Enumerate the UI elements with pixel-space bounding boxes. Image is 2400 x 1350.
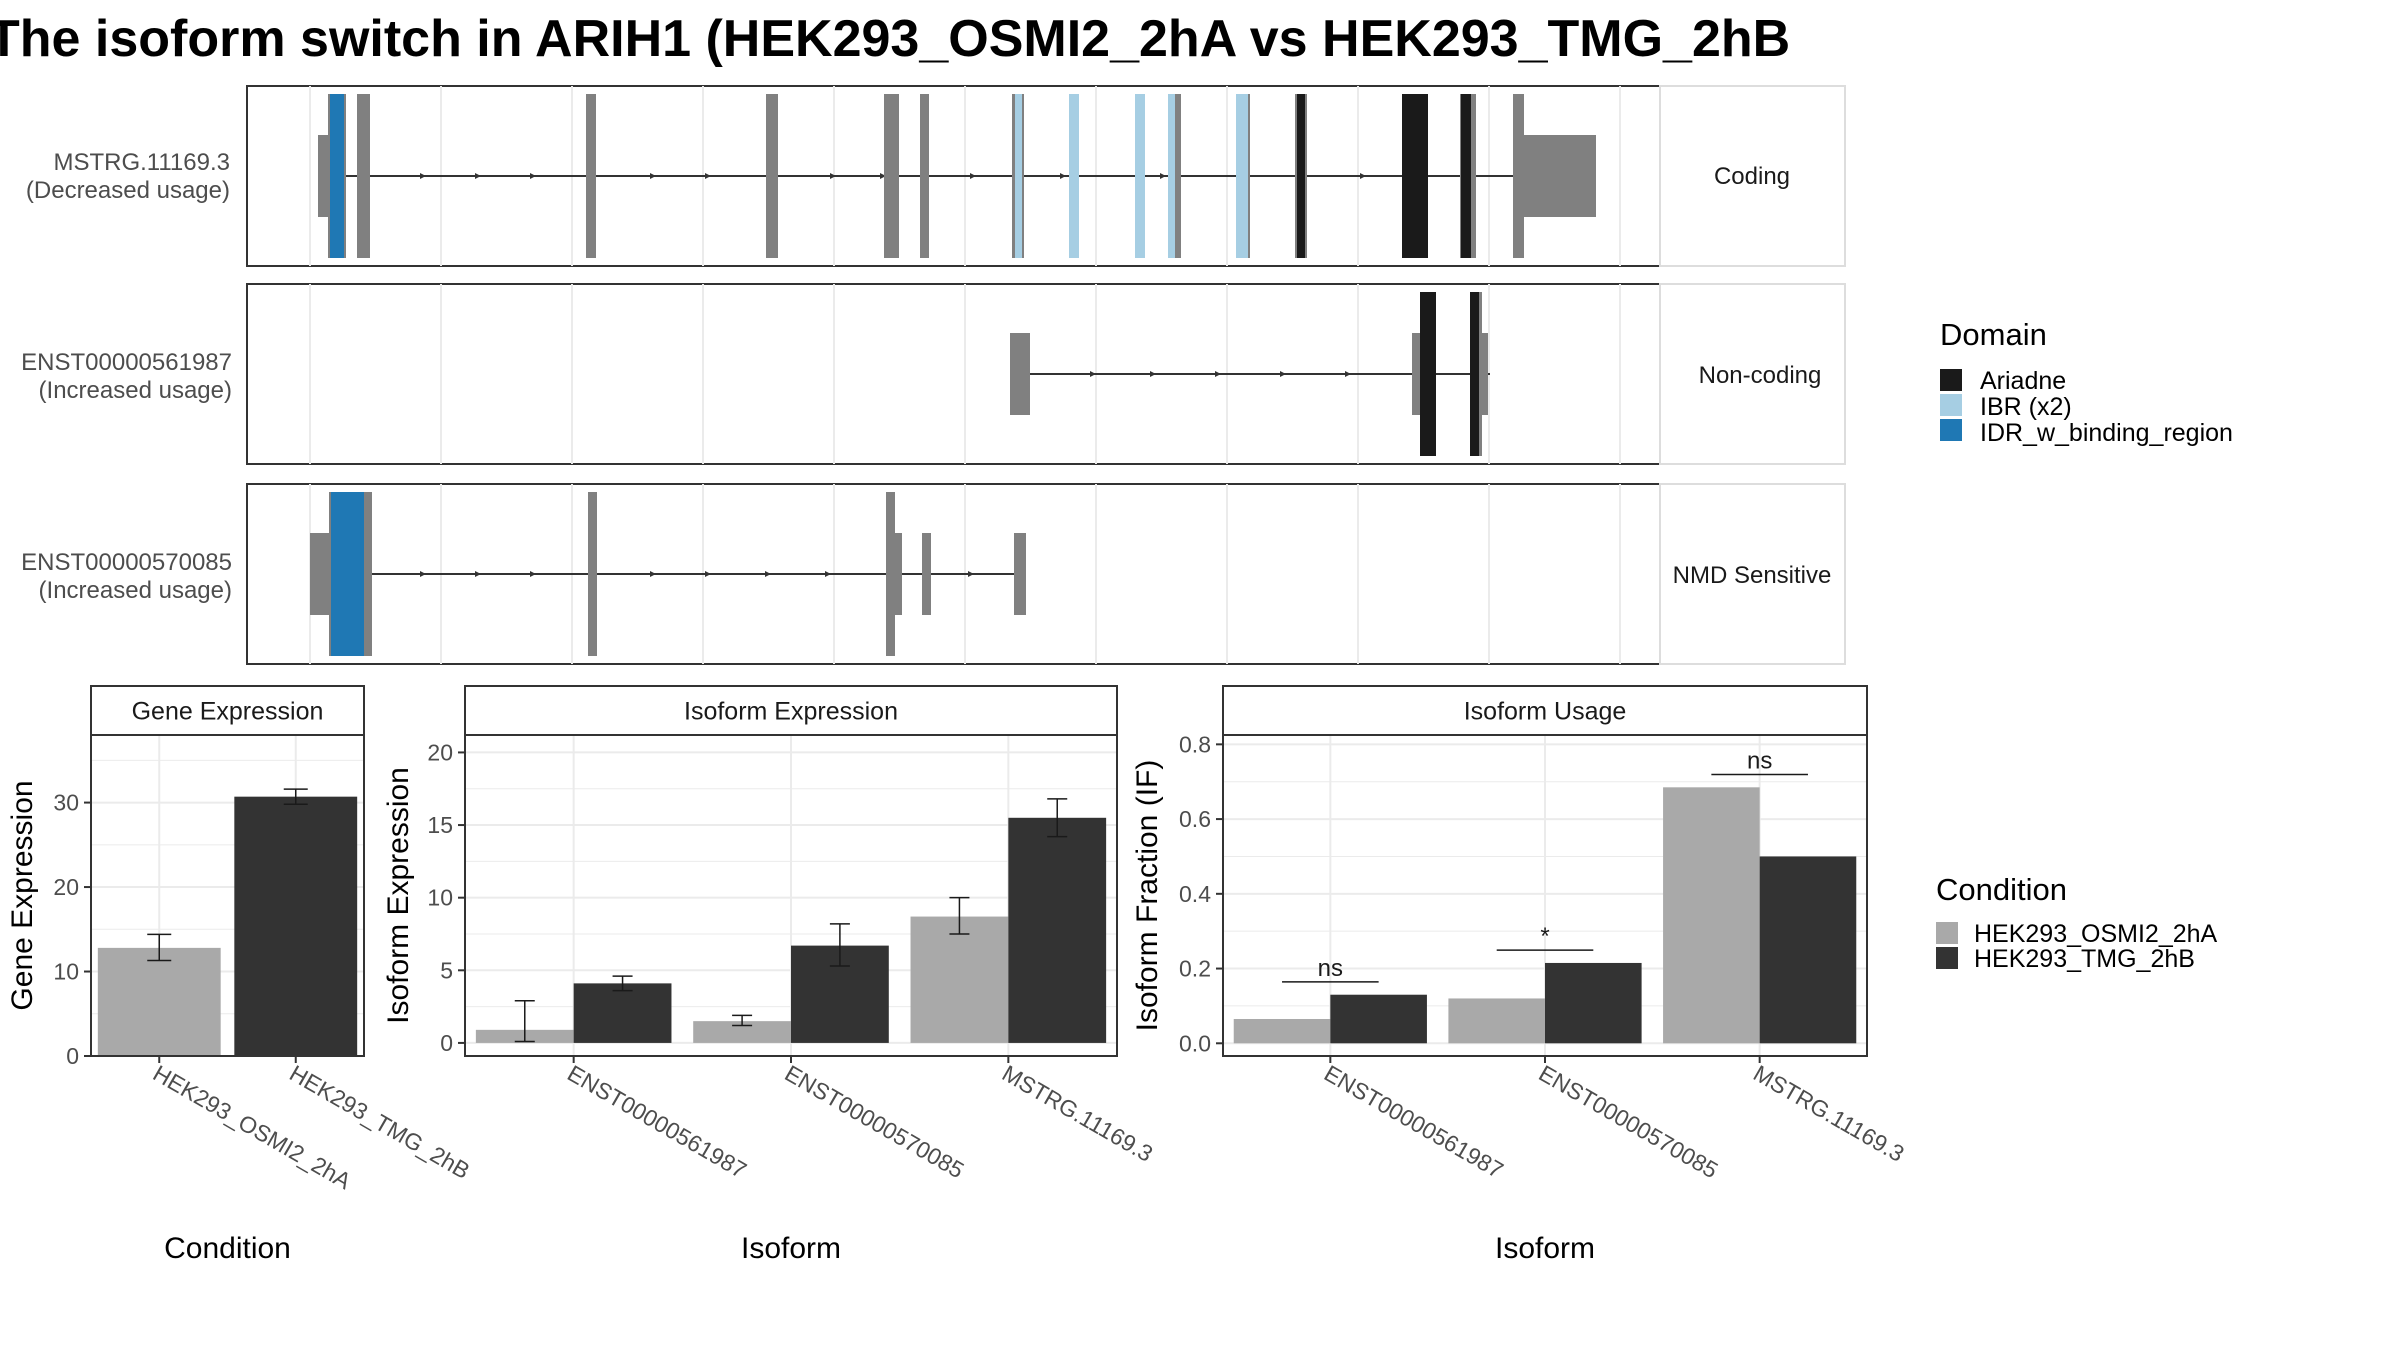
y-tick-label: 5 xyxy=(440,957,453,983)
bar-hek293_osmi2_2ha xyxy=(97,947,221,1056)
domain-ariadne-block xyxy=(1297,94,1305,258)
panel-title: Isoform Usage xyxy=(1464,698,1627,726)
legend-swatch-osmi2 xyxy=(1936,922,1958,944)
structure-row-enst00000561987: Non-coding ENST00000561987 (Increased us… xyxy=(21,283,1846,465)
domain-ibr-block xyxy=(1015,94,1022,258)
significance-label: * xyxy=(1540,923,1549,950)
significance-label: ns xyxy=(1747,747,1772,774)
panel-title: Isoform Expression xyxy=(684,698,898,726)
y-tick-label: 0.4 xyxy=(1179,881,1211,907)
y-axis-title: Gene Expression xyxy=(6,780,39,1010)
isoform-id-label: ENST00000570085 xyxy=(21,549,232,576)
legend-swatch-idr xyxy=(1940,419,1962,441)
x-tick-label: ENST00000570085 xyxy=(1535,1060,1723,1184)
bar-hek293_osmi2_2ha-enst00000570085 xyxy=(1448,998,1545,1044)
panel-strip xyxy=(464,685,1118,736)
bar-hek293_osmi2_2ha-mstrg.11169.3 xyxy=(910,916,1009,1043)
bar-hek293_tmg_2hb xyxy=(234,796,358,1056)
isoform-usage-chart: Isoform Usage ns * ns 0.0 0.2 0.4 0.6 0.8 ENST000… xyxy=(1131,685,1909,1265)
condition-legend: Condition HEK293_OSMI2_2hA HEK293_TMG_2h… xyxy=(1936,872,2218,973)
bar-hek293_osmi2_2ha-enst00000561987 xyxy=(1233,1019,1331,1044)
y-tick-label: 0.6 xyxy=(1179,806,1211,832)
bar-hek293_tmg_2hb-enst00000561987 xyxy=(1330,994,1427,1044)
y-tick-label: 0.2 xyxy=(1179,956,1211,982)
structure-row-enst00000570085: NMD Sensitive ENST00000570085 (Increased… xyxy=(21,483,1846,665)
x-tick-label: MSTRG.11169.3 xyxy=(1749,1060,1909,1167)
panel-title: Gene Expression xyxy=(132,698,324,726)
x-axis-title: Condition xyxy=(164,1232,291,1265)
isoform-usage-label: (Decreased usage) xyxy=(26,177,230,204)
isoform-id-label: MSTRG.11169.3 xyxy=(53,149,230,176)
domain-ibr-block xyxy=(1135,94,1145,258)
panel-strip xyxy=(90,685,365,736)
domain-idr-block xyxy=(331,492,364,656)
y-axis-title: Isoform Expression xyxy=(382,767,415,1024)
strip-label-coding: Coding xyxy=(1714,163,1790,190)
y-tick-label: 20 xyxy=(427,739,453,765)
strip-box xyxy=(1659,85,1846,267)
strip-label-non-coding: Non-coding xyxy=(1699,362,1822,389)
domain-idr-block xyxy=(330,94,344,258)
y-tick-label: 30 xyxy=(53,790,79,816)
strip-box xyxy=(1659,483,1846,665)
bar-hek293_osmi2_2ha-mstrg.11169.3 xyxy=(1663,787,1760,1044)
domain-legend-title: Domain xyxy=(1940,317,2047,352)
legend-label-idr: IDR_w_binding_region xyxy=(1980,419,2233,447)
x-tick-label: ENST00000570085 xyxy=(781,1060,969,1184)
intron-arrows xyxy=(420,173,1366,179)
condition-legend-title: Condition xyxy=(1936,872,2067,907)
bar-hek293_osmi2_2ha-enst00000570085 xyxy=(693,1021,791,1043)
intron-arrows xyxy=(420,571,974,577)
strip-label-nmd-sensitive: NMD Sensitive xyxy=(1673,562,1832,589)
legend-swatch-ariadne xyxy=(1940,369,1962,391)
structure-row-mstrg-11169-3: Coding MSTRG.11169.3 (Decreased usage) xyxy=(26,85,1846,267)
x-tick-label: MSTRG.11169.3 xyxy=(998,1060,1158,1167)
y-tick-label: 0 xyxy=(66,1043,79,1069)
y-tick-label: 10 xyxy=(53,959,79,985)
intron-arrows xyxy=(1090,371,1351,377)
exons xyxy=(318,94,1596,258)
bar-hek293_tmg_2hb-mstrg.11169.3 xyxy=(1759,856,1857,1044)
isoform-id-label: ENST00000561987 xyxy=(21,349,232,376)
y-tick-label: 20 xyxy=(53,874,79,900)
legend-label-osmi2: HEK293_OSMI2_2hA xyxy=(1974,920,2218,948)
x-tick-label: ENST00000561987 xyxy=(1320,1060,1508,1184)
y-tick-label: 15 xyxy=(427,812,453,838)
isoform-usage-label: (Increased usage) xyxy=(39,577,232,604)
legend-swatch-ibr xyxy=(1940,394,1962,416)
y-tick-label: 0.8 xyxy=(1179,731,1211,757)
strip-box xyxy=(1659,283,1846,465)
legend-swatch-tmg xyxy=(1936,947,1958,969)
domain-ibr-block xyxy=(1069,94,1079,258)
exons xyxy=(310,492,1026,656)
structure-panels: Coding MSTRG.11169.3 (Decreased usage) xyxy=(21,85,1846,665)
domain-ariadne-block xyxy=(1461,94,1471,258)
legend-label-tmg: HEK293_TMG_2hB xyxy=(1974,945,2195,973)
bar-hek293_tmg_2hb-enst00000561987 xyxy=(573,983,672,1043)
legend-label-ibr: IBR (x2) xyxy=(1980,393,2072,421)
domain-legend: Domain Ariadne IBR (x2) IDR_w_binding_re… xyxy=(1940,317,2233,447)
y-axis-title: Isoform Fraction (IF) xyxy=(1131,760,1164,1032)
y-tick-label: 0 xyxy=(440,1030,453,1056)
bar-hek293_tmg_2hb-mstrg.11169.3 xyxy=(1008,817,1107,1043)
domain-ibr-block xyxy=(1168,94,1175,258)
domain-ibr-block xyxy=(1236,94,1248,258)
panel-border xyxy=(90,734,365,1057)
bar-hek293_tmg_2hb-enst00000570085 xyxy=(1545,962,1642,1044)
domain-ariadne-block xyxy=(1420,292,1436,456)
y-tick-label: 10 xyxy=(427,885,453,911)
x-axis-title: Isoform xyxy=(741,1232,841,1265)
legend-label-ariadne: Ariadne xyxy=(1980,367,2066,395)
domain-ariadne-block xyxy=(1470,292,1479,456)
isoform-usage-label: (Increased usage) xyxy=(39,377,232,404)
significance-label: ns xyxy=(1318,955,1343,982)
x-axis-title: Isoform xyxy=(1495,1232,1595,1265)
figure-title: The isoform switch in ARIH1 (HEK293_OSMI… xyxy=(0,10,1790,68)
isoform-expression-chart: Isoform Expression 0 5 10 15 20 ENST0000056198… xyxy=(382,685,1158,1265)
domain-ariadne-block xyxy=(1402,94,1428,258)
x-tick-label: ENST00000561987 xyxy=(563,1060,751,1184)
y-tick-label: 0.0 xyxy=(1179,1030,1211,1056)
exons xyxy=(1010,292,1488,456)
